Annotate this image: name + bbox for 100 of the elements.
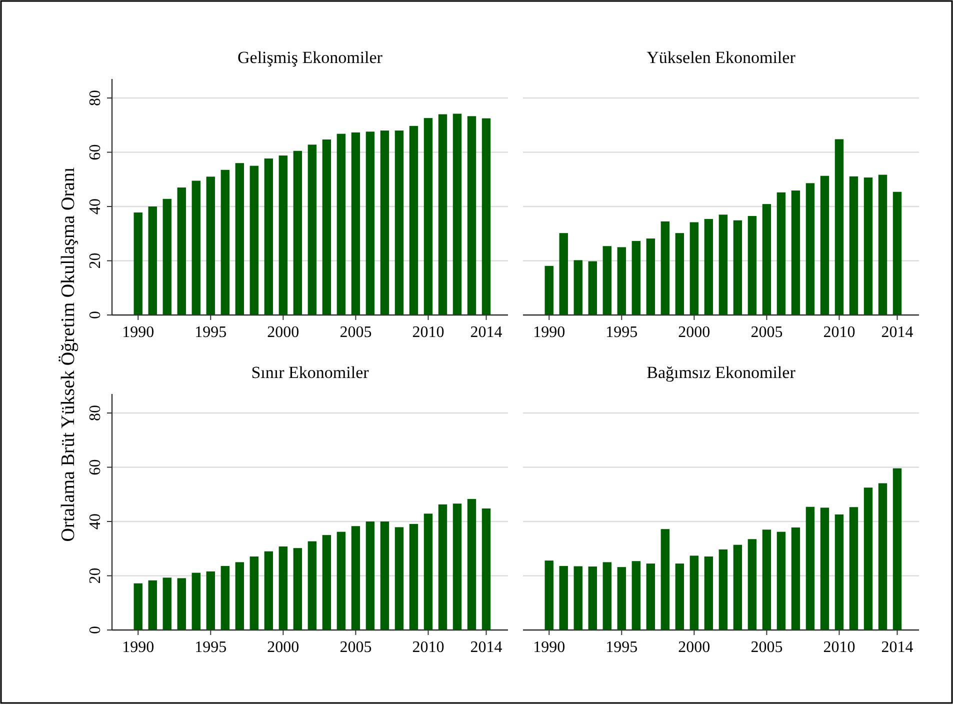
bar: [278, 546, 288, 630]
bar: [308, 144, 317, 315]
bar: [762, 530, 772, 630]
x-tick-label: 2005: [750, 324, 783, 341]
bar: [806, 183, 815, 315]
bar: [264, 158, 274, 315]
y-tick-label: 20: [87, 568, 104, 584]
x-tick-label: 2000: [267, 639, 300, 656]
bar: [148, 580, 157, 630]
bar: [602, 246, 612, 315]
bar: [559, 233, 568, 315]
y-tick-label: 0: [87, 626, 104, 634]
chart-title: Sınır Ekonomiler: [251, 363, 370, 382]
bar: [177, 188, 186, 315]
bar: [308, 541, 317, 630]
bar: [559, 566, 568, 630]
y-tick-label: 0: [87, 311, 104, 319]
bar: [482, 118, 491, 315]
bar: [733, 220, 742, 315]
y-tick-label: 40: [87, 198, 104, 214]
bar: [806, 506, 815, 630]
bar: [849, 176, 858, 315]
bar: [588, 566, 597, 630]
bar: [322, 139, 332, 315]
bar: [748, 539, 757, 630]
bar: [293, 548, 302, 630]
bar: [206, 176, 215, 315]
bar: [704, 556, 714, 630]
bar: [704, 218, 714, 315]
x-tick-label: 2010: [412, 639, 444, 656]
chart-title: Yükselen Ekonomiler: [646, 48, 796, 67]
bar: [380, 130, 390, 315]
x-tick-label: 2005: [340, 639, 372, 656]
x-tick-label: 2014: [470, 639, 502, 656]
bar: [235, 163, 244, 315]
bar: [776, 532, 786, 630]
bar: [878, 174, 888, 315]
bar: [690, 222, 699, 315]
bar: [162, 578, 172, 630]
y-tick-label: 20: [87, 252, 104, 269]
x-tick-label: 2000: [678, 639, 710, 656]
bar: [892, 468, 902, 630]
chart-title: Gelişmiş Ekonomiler: [238, 48, 383, 67]
bar: [675, 564, 684, 630]
bar: [690, 556, 699, 630]
bar: [366, 521, 375, 630]
x-tick-label: 2014: [470, 324, 502, 341]
bar: [733, 544, 742, 630]
bar: [864, 177, 873, 315]
bar: [834, 514, 844, 630]
x-tick-label: 2014: [881, 324, 914, 341]
bar: [206, 571, 215, 630]
bar: [220, 170, 230, 315]
bar: [380, 521, 390, 630]
bar: [250, 556, 259, 630]
x-tick-label: 1995: [194, 639, 227, 656]
x-tick-label: 2010: [823, 639, 856, 656]
bar: [675, 233, 684, 315]
bar: [864, 488, 873, 630]
bar: [134, 212, 142, 315]
bar: [834, 139, 844, 315]
bar: [148, 206, 157, 315]
bar: [646, 238, 655, 315]
y-axis-title: Ortalama Brüt Yüksek Öğretim Okullaşma Oranı: [58, 167, 79, 542]
bar: [278, 155, 288, 315]
bar: [748, 216, 757, 315]
bar: [632, 240, 640, 315]
bar: [351, 132, 360, 315]
x-tick-label: 2000: [678, 324, 710, 341]
bar: [336, 532, 346, 630]
bar: [646, 564, 655, 630]
bar: [366, 132, 375, 315]
bar: [588, 261, 597, 315]
x-tick-label: 2005: [340, 324, 372, 341]
bar: [192, 180, 200, 315]
bar: [250, 166, 259, 315]
x-tick-label: 2005: [750, 639, 783, 656]
x-tick-label: 1990: [533, 324, 566, 341]
bar: [177, 578, 186, 630]
chart-title: Bağımsız Ekonomiler: [646, 363, 796, 382]
bar: [467, 116, 476, 315]
x-tick-label: 1990: [122, 639, 154, 656]
bar: [660, 529, 670, 630]
bar: [438, 114, 448, 315]
bar: [849, 507, 858, 630]
bar: [162, 198, 172, 315]
bar: [602, 562, 612, 630]
bar: [438, 504, 448, 630]
bar: [293, 150, 302, 315]
x-tick-label: 1990: [122, 324, 154, 341]
x-tick-label: 1995: [606, 639, 638, 656]
bar: [235, 562, 244, 630]
bar: [574, 566, 582, 630]
bar: [264, 551, 274, 630]
bar: [322, 535, 332, 630]
bar: [762, 204, 772, 315]
x-tick-label: 2014: [881, 639, 914, 656]
bar: [617, 567, 626, 630]
bar: [336, 134, 346, 315]
x-tick-label: 2010: [823, 324, 856, 341]
